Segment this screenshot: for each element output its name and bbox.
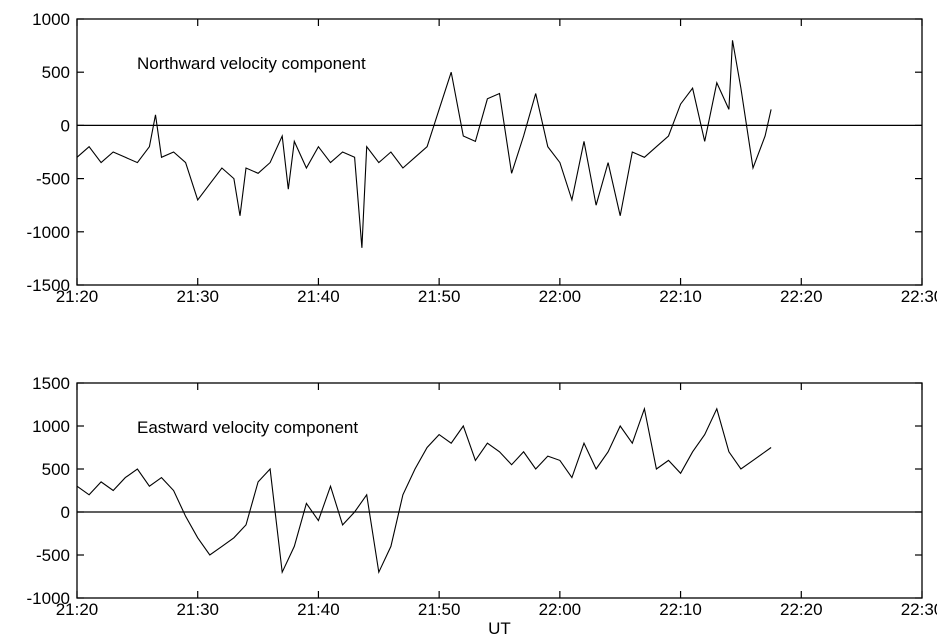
x-axis-ticks: 21:20 21:30 21:40 21:50 22:00 22:10 22:20 22:30 xyxy=(56,19,937,306)
y-tick-label: 1000 xyxy=(32,417,70,436)
x-axis-ticks: 21:20 21:30 21:40 21:50 22:00 22:10 22:20 22:30 xyxy=(56,383,937,619)
x-tick-label: 22:20 xyxy=(780,287,823,306)
x-tick-label: 22:30 xyxy=(901,287,937,306)
northward-panel: 21:20 21:30 21:40 21:50 22:00 22:10 22:20 22:30… xyxy=(27,10,937,306)
y-tick-label: -1500 xyxy=(27,276,70,295)
x-tick-label: 21:20 xyxy=(56,600,99,619)
y-tick-label: 1500 xyxy=(32,374,70,393)
y-tick-label: 500 xyxy=(42,63,70,82)
x-tick-label: 21:40 xyxy=(297,600,340,619)
y-tick-label: -1000 xyxy=(27,223,70,242)
y-tick-label: 0 xyxy=(61,503,70,522)
x-tick-label: 21:30 xyxy=(176,287,219,306)
panel-title: Eastward velocity component xyxy=(137,418,358,437)
y-tick-label: 0 xyxy=(61,116,70,135)
y-axis-ticks: 1500 1000 500 0 -500 -1000 xyxy=(27,374,922,608)
northward-velocity-series xyxy=(76,40,772,248)
plot-frame xyxy=(76,382,923,599)
y-tick-label: 500 xyxy=(42,460,70,479)
y-tick-label: 1000 xyxy=(32,10,70,29)
x-tick-label: 22:00 xyxy=(539,287,582,306)
x-tick-label: 22:10 xyxy=(659,600,702,619)
x-tick-label: 21:50 xyxy=(418,600,461,619)
x-tick-label: 22:20 xyxy=(780,600,823,619)
x-tick-label: 21:30 xyxy=(176,600,219,619)
eastward-panel: 21:20 21:30 21:40 21:50 22:00 22:10 22:20 22:30… xyxy=(27,374,937,619)
y-axis-ticks: 1000 500 0 -500 -1000 -1500 xyxy=(27,10,922,295)
x-tick-label: 22:30 xyxy=(901,600,937,619)
y-tick-label: -1000 xyxy=(27,589,70,608)
x-tick-label: 21:40 xyxy=(297,287,340,306)
y-tick-label: -500 xyxy=(36,170,70,189)
y-tick-label: -500 xyxy=(36,546,70,565)
x-tick-label: 22:10 xyxy=(659,287,702,306)
plot-frame xyxy=(76,18,923,286)
x-axis-title: UT xyxy=(488,619,511,638)
x-tick-label: 21:20 xyxy=(56,287,99,306)
panel-title: Northward velocity component xyxy=(137,54,366,73)
eastward-velocity-series xyxy=(76,406,772,575)
x-tick-label: 22:00 xyxy=(539,600,582,619)
x-tick-label: 21:50 xyxy=(418,287,461,306)
